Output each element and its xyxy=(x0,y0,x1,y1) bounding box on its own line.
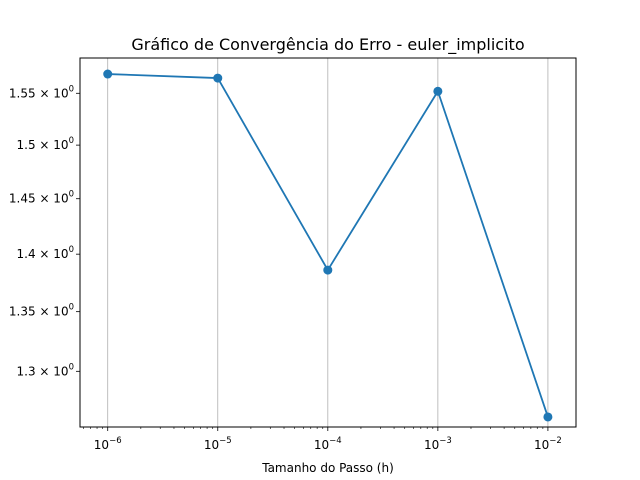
data-point xyxy=(543,412,553,422)
y-tick-label: 1.55 × 100 xyxy=(9,84,74,100)
y-tick-label: 1.35 × 100 xyxy=(9,303,74,319)
plot-frame xyxy=(79,57,577,428)
data-point xyxy=(213,73,223,83)
x-tick-label: 10−3 xyxy=(424,436,452,452)
y-tick-label: 1.45 × 100 xyxy=(9,190,74,206)
data-point xyxy=(103,69,113,79)
data-point xyxy=(323,265,333,275)
grid xyxy=(107,58,549,427)
x-tick-label: 10−5 xyxy=(204,436,232,452)
x-tick-label: 10−2 xyxy=(534,436,562,452)
ticks: 10−6 10−5 10−4 10−3 10−2 1.3 × 100 1.35 × 100 1… xyxy=(9,84,562,452)
x-tick-label: 10−6 xyxy=(94,436,122,452)
chart-title: Gráfico de Convergência do Erro - euler_… xyxy=(131,35,524,55)
y-tick-label: 1.4 × 100 xyxy=(17,245,74,261)
data-point xyxy=(433,86,443,96)
y-tick-label: 1.3 × 100 xyxy=(17,362,74,378)
x-axis-label: Tamanho do Passo (h) xyxy=(261,461,394,475)
x-tick-label: 10−4 xyxy=(314,436,342,452)
y-tick-label: 1.5 × 100 xyxy=(17,136,74,152)
series xyxy=(103,69,553,422)
